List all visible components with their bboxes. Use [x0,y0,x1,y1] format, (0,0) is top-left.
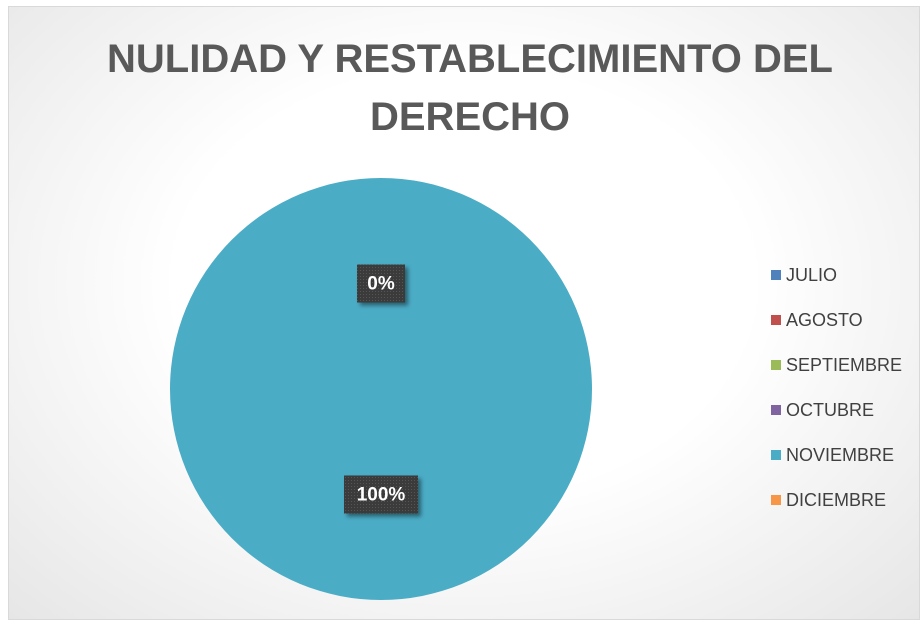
legend-marker [771,360,781,370]
legend-label: OCTUBRE [786,400,874,420]
legend-label: JULIO [786,265,837,285]
data-label-box [344,475,418,514]
legend-label: SEPTIEMBRE [786,355,902,375]
data-label-box [357,264,405,303]
data-label: 100% [357,485,406,506]
legend-label: NOVIEMBRE [786,445,894,465]
chart-title: NULIDAD Y RESTABLECIMIENTO DEL DERECHO [107,37,833,139]
legend-label: AGOSTO [786,310,863,330]
legend-marker [771,450,781,460]
legend-marker [771,495,781,505]
pie-slice [170,178,592,600]
legend-marker [771,315,781,325]
data-label: 0% [367,274,395,295]
legend-marker [771,270,781,280]
legend-label: DICIEMBRE [786,490,886,510]
legend-marker [771,405,781,415]
